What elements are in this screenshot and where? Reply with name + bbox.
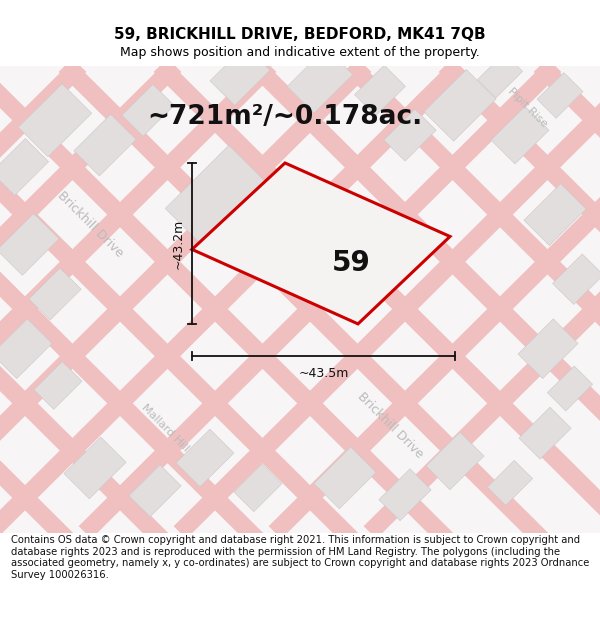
Polygon shape — [0, 59, 181, 539]
Polygon shape — [364, 59, 600, 539]
Polygon shape — [192, 163, 450, 324]
Polygon shape — [355, 65, 406, 116]
Polygon shape — [269, 59, 600, 539]
Polygon shape — [0, 319, 52, 379]
Polygon shape — [0, 59, 577, 625]
Polygon shape — [519, 407, 571, 459]
Polygon shape — [176, 429, 234, 487]
Polygon shape — [379, 469, 431, 521]
Polygon shape — [537, 72, 583, 118]
Polygon shape — [553, 254, 600, 304]
Polygon shape — [0, 139, 49, 196]
Polygon shape — [478, 53, 523, 98]
Polygon shape — [344, 59, 600, 625]
Polygon shape — [129, 465, 181, 517]
Polygon shape — [34, 362, 82, 409]
Text: ~721m²/~0.178ac.: ~721m²/~0.178ac. — [148, 104, 422, 130]
Text: Pipit Rise: Pipit Rise — [506, 86, 550, 129]
Text: ~43.5m: ~43.5m — [298, 367, 349, 380]
Polygon shape — [491, 106, 549, 164]
Polygon shape — [0, 59, 481, 625]
Polygon shape — [29, 268, 81, 320]
Polygon shape — [0, 59, 371, 539]
Polygon shape — [122, 84, 174, 136]
Polygon shape — [165, 145, 275, 254]
Polygon shape — [547, 366, 593, 411]
Polygon shape — [0, 59, 196, 625]
Polygon shape — [210, 46, 270, 106]
Polygon shape — [64, 437, 126, 499]
Polygon shape — [59, 59, 600, 625]
Polygon shape — [287, 48, 353, 113]
Text: Brickhill Drive: Brickhill Drive — [55, 189, 125, 260]
Text: Mallard Hill: Mallard Hill — [139, 402, 191, 454]
Text: Brickhill Drive: Brickhill Drive — [355, 390, 425, 461]
Polygon shape — [0, 214, 59, 276]
Polygon shape — [234, 464, 282, 512]
Polygon shape — [524, 184, 586, 246]
Text: 59: 59 — [332, 249, 371, 277]
Polygon shape — [173, 59, 600, 539]
Text: Contains OS data © Crown copyright and database right 2021. This information is : Contains OS data © Crown copyright and d… — [11, 535, 589, 580]
Polygon shape — [18, 84, 92, 157]
Polygon shape — [424, 69, 496, 141]
Polygon shape — [0, 59, 466, 539]
Text: Map shows position and indicative extent of the property.: Map shows position and indicative extent… — [120, 46, 480, 59]
Polygon shape — [439, 59, 600, 625]
Polygon shape — [384, 109, 436, 161]
Polygon shape — [314, 447, 376, 509]
Polygon shape — [154, 59, 600, 625]
Polygon shape — [518, 319, 578, 379]
Text: 59, BRICKHILL DRIVE, BEDFORD, MK41 7QB: 59, BRICKHILL DRIVE, BEDFORD, MK41 7QB — [114, 27, 486, 42]
Text: ~43.2m: ~43.2m — [172, 218, 185, 269]
Polygon shape — [0, 59, 277, 539]
Polygon shape — [0, 59, 86, 539]
Polygon shape — [426, 432, 484, 490]
Polygon shape — [0, 59, 7, 625]
Polygon shape — [487, 461, 533, 505]
Polygon shape — [0, 59, 386, 625]
Polygon shape — [74, 114, 136, 176]
Polygon shape — [248, 59, 600, 625]
Polygon shape — [533, 59, 600, 625]
Polygon shape — [0, 59, 101, 625]
Polygon shape — [79, 59, 562, 539]
Polygon shape — [0, 59, 292, 625]
